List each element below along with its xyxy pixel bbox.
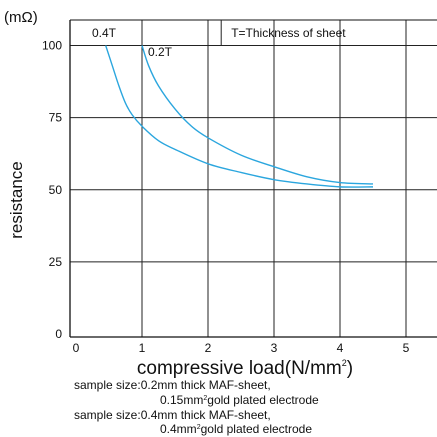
x-axis-label-tail: ) [347,358,353,379]
grid [70,20,437,337]
y-tick-label-75: 75 [49,111,63,125]
y-tick-label-100: 100 [42,39,62,53]
y-axis-label: resistance [7,161,26,238]
y-tick-label-0: 0 [55,327,62,341]
note-2-post: gold plated electrode [207,393,319,407]
plot-frame [69,19,437,338]
x-axis-label: compressive load(N/mm2) [137,358,353,379]
series-group [105,45,374,188]
x-tick-label-1: 1 [139,341,146,355]
series-label-0-2t: 0.2T [148,45,173,59]
note-3-text: sample size:0.4mm thick MAF-sheet, [74,408,271,422]
note-line-4: 0.4mm2gold plated electrode [160,422,312,436]
note-2-pre: 0.15mm [160,393,204,407]
note-1-text: sample size:0.2mm thick MAF-sheet, [74,378,271,392]
x-tick-label-4: 4 [337,341,344,355]
note-2-sup: 2 [203,395,208,402]
series-line-0-2t [141,45,374,185]
annotation-text: T=Thickness of sheet [231,26,346,40]
x-axis-label-sup: 2 [342,358,347,368]
note-line-2: 0.15mm2gold plated electrode [160,393,319,407]
y-tick-label-25: 25 [49,255,63,269]
note-4-sup: 2 [196,424,201,431]
series-label-0-4t: 0.4T [92,26,117,40]
y-tick-label-50: 50 [49,183,63,197]
labels-group: 0 1 2 3 4 50255075100(mΩ)resistancecompressiv… [4,9,410,379]
x-tick-label-2: 2 [205,341,212,355]
x-axis-label-main: compressive load(N/mm [137,358,342,379]
y-unit-label: (mΩ) [4,9,38,26]
series-line-0-4t [105,45,374,188]
x-tick-label-3: 3 [271,341,278,355]
note-4-pre: 0.4mm [160,422,197,436]
x-tick-label-0: 0 [73,341,80,355]
note-line-1: sample size:0.2mm thick MAF-sheet, [74,378,271,392]
x-tick-label-5: 5 [403,341,410,355]
note-line-3: sample size:0.4mm thick MAF-sheet, [74,408,271,422]
note-4-post: gold plated electrode [200,422,313,436]
